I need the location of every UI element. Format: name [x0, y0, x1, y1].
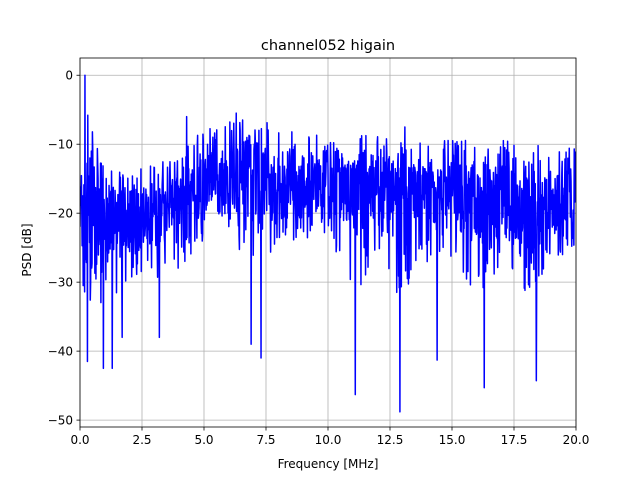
x-tick-label: 15.0 [439, 433, 466, 447]
y-tick-label: −30 [48, 276, 73, 290]
x-axis-label: Frequency [MHz] [278, 457, 379, 471]
x-tick-label: 0.0 [70, 433, 89, 447]
plot-area [80, 74, 576, 413]
grid [79, 58, 577, 427]
y-tick-label: −20 [48, 207, 73, 221]
x-tick-label: 2.5 [132, 433, 151, 447]
y-axis-label: PSD [dB] [20, 223, 34, 276]
y-tick-label: −10 [48, 138, 73, 152]
x-tick-label: 5.0 [194, 433, 213, 447]
chart-title: channel052 higain [261, 38, 395, 54]
x-tick-label: 17.5 [501, 433, 528, 447]
y-tick-label: −40 [48, 345, 73, 359]
y-axis-ticks: 0 −10 −20 −30 −40 −50 [48, 69, 80, 428]
psd-series-line [80, 74, 576, 413]
x-tick-label: 7.5 [256, 433, 275, 447]
y-tick-label: −50 [48, 414, 73, 428]
y-tick-label: 0 [65, 69, 73, 83]
x-axis-ticks: 0.0 2.5 5.0 7.5 10.0 12.5 15.0 17.5 20.0 [70, 427, 589, 447]
x-tick-label: 12.5 [377, 433, 404, 447]
x-tick-label: 10.0 [315, 433, 342, 447]
x-tick-label: 20.0 [563, 433, 590, 447]
